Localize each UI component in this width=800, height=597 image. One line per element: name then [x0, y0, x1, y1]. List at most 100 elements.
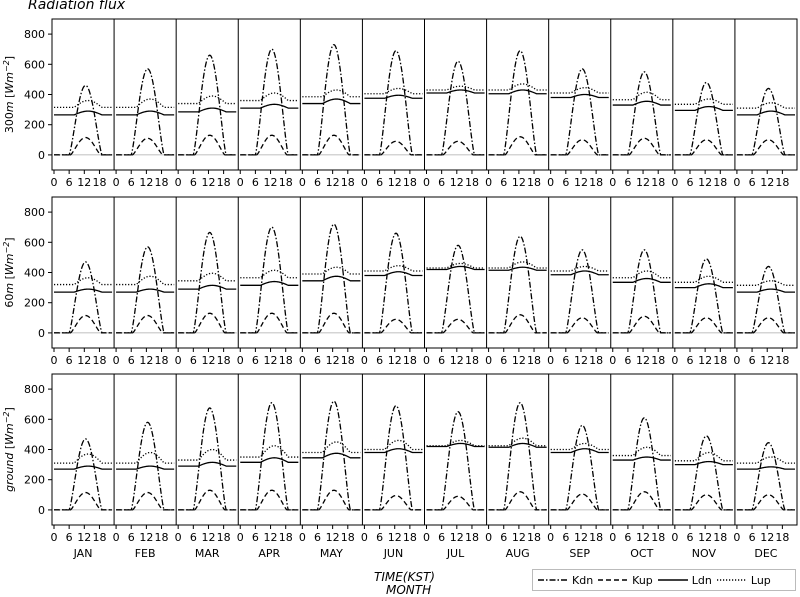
y-tick-label: 400 — [24, 444, 45, 457]
x-tick-label: 6 — [190, 531, 197, 544]
series-kdn-line — [240, 48, 299, 156]
y-axis-label: 60m [Wm−2] — [2, 237, 16, 307]
series-kdn-line — [426, 411, 485, 511]
legend-item-lup: Lup — [716, 574, 771, 587]
legend: Kdn Kup Ldn Lup — [532, 569, 796, 591]
series-kdn-line — [612, 71, 671, 156]
y-axis-label: 300m [Wm−2] — [2, 56, 16, 133]
series-lup-line — [488, 261, 547, 269]
x-tick-label: 18 — [589, 354, 603, 367]
x-tick-label: 12 — [77, 176, 91, 189]
series-kdn-line — [364, 405, 423, 511]
series-kdn-line — [426, 244, 485, 334]
y-tick-label: 0 — [38, 149, 45, 162]
x-tick-label: 0 — [423, 531, 430, 544]
series-ldn-line — [550, 93, 609, 99]
series-kup-line — [612, 315, 671, 334]
x-tick-label: 0 — [299, 176, 306, 189]
x-axis-label-time: TIME(KST) — [374, 570, 435, 584]
month-label: MAY — [320, 547, 343, 560]
series-kup-line — [364, 140, 423, 156]
y-tick-label: 600 — [24, 236, 45, 249]
x-tick-label: 12 — [139, 531, 153, 544]
series-lup-line — [54, 99, 113, 108]
series-kup-line — [54, 136, 113, 156]
x-tick-label: 18 — [465, 531, 479, 544]
x-tick-label: 6 — [562, 176, 569, 189]
x-tick-label: 0 — [671, 176, 678, 189]
x-tick-label: 0 — [547, 176, 554, 189]
x-tick-label: 0 — [671, 354, 678, 367]
series-lup-line — [426, 262, 485, 269]
series-lup-line — [302, 89, 361, 98]
x-tick-label: 18 — [341, 531, 355, 544]
series-ldn-line — [426, 265, 485, 271]
series-kdn-line — [488, 401, 547, 511]
x-tick-label: 6 — [252, 354, 259, 367]
x-tick-label: 0 — [175, 531, 182, 544]
series-ldn-line — [674, 460, 733, 466]
series-ldn-line — [612, 277, 671, 283]
x-tick-label: 12 — [636, 354, 650, 367]
month-label: OCT — [630, 547, 653, 560]
series-kup-line — [488, 491, 547, 511]
x-tick-label: 12 — [760, 354, 774, 367]
x-tick-label: 18 — [279, 531, 293, 544]
y-tick-label: 600 — [24, 413, 45, 426]
x-tick-label: 18 — [92, 176, 106, 189]
x-tick-label: 12 — [264, 531, 278, 544]
x-tick-label: 18 — [217, 531, 231, 544]
series-kup-line — [674, 139, 733, 156]
x-tick-label: 12 — [264, 176, 278, 189]
y-tick-label: 400 — [24, 89, 45, 102]
series-lup-line — [54, 453, 113, 464]
x-tick-label: 12 — [636, 176, 650, 189]
series-kup-line — [116, 314, 175, 334]
legend-item-kup: Kup — [597, 574, 653, 587]
series-ldn-line — [116, 288, 175, 293]
x-tick-label: 6 — [376, 354, 383, 367]
x-tick-label: 12 — [698, 531, 712, 544]
series-lup-line — [116, 275, 175, 286]
series-kdn-line — [426, 60, 485, 156]
series-kdn-line — [364, 50, 423, 156]
x-tick-label: 0 — [609, 531, 616, 544]
month-label: APR — [258, 547, 280, 560]
x-tick-label: 12 — [77, 531, 91, 544]
series-ldn-line — [178, 284, 237, 290]
series-kup-line — [736, 317, 795, 334]
series-kdn-line — [550, 249, 609, 334]
x-tick-label: 18 — [775, 354, 789, 367]
x-tick-label: 18 — [341, 354, 355, 367]
x-tick-label: 0 — [237, 531, 244, 544]
x-tick-label: 6 — [624, 531, 631, 544]
x-tick-label: 6 — [562, 354, 569, 367]
x-tick-label: 0 — [423, 354, 430, 367]
series-kdn-line — [178, 231, 237, 334]
month-label: AUG — [506, 547, 530, 560]
series-kdn-line — [736, 442, 795, 511]
series-kdn-line — [178, 54, 237, 156]
legend-label-lup: Lup — [750, 573, 771, 587]
x-tick-label: 6 — [66, 354, 73, 367]
series-kdn-line — [240, 401, 299, 511]
x-tick-label: 6 — [376, 531, 383, 544]
x-tick-label: 6 — [686, 176, 693, 189]
legend-item-ldn: Ldn — [657, 574, 712, 587]
series-kup-line — [612, 137, 671, 156]
series-lup-line — [550, 265, 609, 272]
x-tick-label: 12 — [636, 531, 650, 544]
x-tick-label: 0 — [175, 354, 182, 367]
series-ldn-line — [736, 110, 795, 116]
x-tick-label: 6 — [128, 176, 135, 189]
x-tick-label: 0 — [733, 354, 740, 367]
series-ldn-line — [116, 110, 175, 116]
y-tick-label: 400 — [24, 267, 45, 280]
x-tick-label: 18 — [403, 354, 417, 367]
series-ldn-line — [302, 452, 361, 459]
series-kup-line — [240, 134, 299, 156]
x-tick-label: 12 — [388, 176, 402, 189]
series-ldn-line — [240, 280, 299, 286]
x-tick-label: 0 — [671, 531, 678, 544]
